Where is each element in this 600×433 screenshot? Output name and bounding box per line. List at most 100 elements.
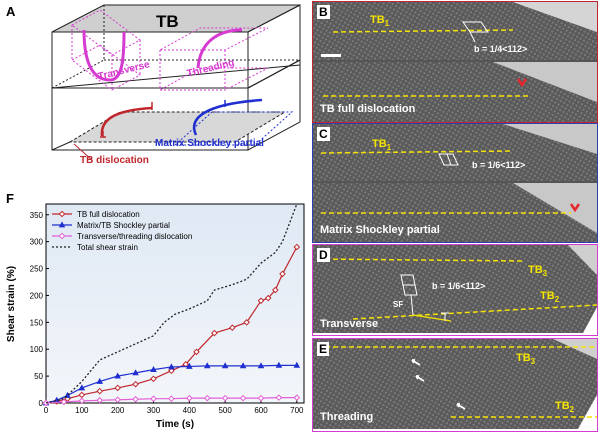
y-tick-label: 50	[34, 372, 43, 381]
data-point	[96, 377, 104, 384]
panel-b-frame	[312, 1, 598, 123]
panel-b-caption: TB full dislocation	[320, 103, 416, 115]
data-point	[257, 394, 265, 402]
chart-legend: TB full dislocation Matrix/TB Shockley pa…	[52, 210, 192, 252]
data-point	[78, 384, 86, 391]
panel-c-tb-sub: 1	[386, 143, 392, 153]
data-point	[78, 391, 86, 399]
panel-d-tb2-text: TB	[540, 290, 555, 302]
y-tick-label: 250	[30, 265, 44, 274]
panel-d-tb2: TB2	[540, 290, 559, 304]
panel-e-tb2: TB2	[555, 400, 574, 414]
series-line	[45, 203, 298, 404]
data-point	[211, 329, 218, 337]
data-point	[203, 394, 211, 402]
x-tick-label: 400	[183, 406, 197, 415]
data-point	[114, 384, 121, 392]
data-point	[257, 362, 265, 369]
shear-strain-chart: 0 100 200 300 400 500 600 700 0 50 100 150 200 250 300…	[6, 203, 305, 430]
panel-e-tb3-sub: 3	[530, 357, 536, 367]
x-axis-label: Time (s)	[156, 419, 194, 430]
data-point	[275, 394, 283, 401]
data-point	[96, 397, 104, 404]
chart-axes: 0 100 200 300 400 500 600 700 0 50 100 150 200 250 300…	[30, 211, 304, 415]
data-point	[114, 372, 121, 379]
panel-e-tb3: TB3	[516, 352, 535, 366]
y-tick-label: 0	[39, 399, 44, 408]
panel-b-burgers: b = 1/4<112>	[474, 44, 528, 54]
data-point	[132, 395, 139, 403]
x-tick-label: 500	[218, 406, 232, 415]
threading-plane-lower	[159, 67, 269, 91]
panel-f-label: F	[6, 191, 14, 206]
data-point	[78, 397, 86, 405]
data-point	[239, 362, 247, 369]
panel-c-label: C	[317, 127, 330, 141]
x-tick-label: 300	[147, 406, 161, 415]
data-point	[193, 348, 200, 356]
panel-e-caption: Threading	[320, 411, 374, 423]
series-0	[42, 243, 301, 407]
data-point	[60, 398, 68, 406]
panel-d-tb2-sub: 2	[554, 295, 560, 305]
panel-b-bottom-image	[313, 62, 597, 122]
data-point	[132, 380, 139, 388]
data-point	[186, 394, 193, 402]
y-tick-label: 100	[30, 345, 44, 354]
panel-b-tb-sub: 1	[384, 19, 390, 29]
panel-d-tb3-text: TB	[528, 264, 543, 276]
data-point	[186, 362, 193, 369]
data-point	[257, 297, 265, 305]
data-point	[132, 369, 139, 376]
panel-c-top-image	[313, 124, 597, 181]
panel-d-tb3: TB3	[528, 264, 547, 278]
data-point	[168, 367, 175, 375]
x-tick-label: 100	[75, 406, 89, 415]
y-tick-label: 300	[30, 238, 44, 247]
panel-e-tb2-sub: 2	[569, 405, 575, 415]
x-tick-label: 200	[111, 406, 125, 415]
data-point	[293, 243, 301, 251]
legend-entry: Transverse/threading dislocation	[77, 232, 192, 241]
data-point	[272, 286, 279, 294]
tb-dislocation-label: TB dislocation	[80, 155, 149, 166]
data-point	[221, 394, 229, 402]
panel-b-label: B	[317, 5, 330, 19]
y-tick-label: 150	[30, 318, 44, 327]
data-point	[275, 361, 283, 368]
lower-tb-plane	[68, 111, 287, 143]
threading-plane	[159, 27, 269, 51]
panel-b-tb-text: TB	[370, 14, 385, 26]
x-tick-label: 700	[290, 406, 304, 415]
legend-marker	[58, 210, 66, 218]
panel-e-tb2-text: TB	[555, 400, 570, 412]
panel-c-tb-text: TB	[372, 138, 387, 150]
data-point	[293, 361, 301, 368]
series-3	[45, 203, 298, 404]
panel-c-tb1: TB1	[372, 138, 391, 152]
panel-e-frame	[312, 338, 598, 432]
x-tick-label: 0	[44, 406, 49, 415]
data-point	[150, 395, 157, 403]
series-2	[42, 394, 301, 407]
matrix-partial-line	[193, 98, 263, 136]
chart-series	[42, 203, 301, 407]
data-point	[229, 324, 236, 332]
y-tick-label: 350	[30, 211, 44, 220]
panel-b-tb1: TB1	[370, 14, 389, 28]
data-point	[279, 270, 286, 278]
panel-b-top-image	[313, 2, 597, 60]
data-point	[96, 387, 104, 395]
data-point	[168, 363, 175, 370]
legend-marker	[58, 221, 66, 228]
panel-d-frame	[312, 244, 598, 336]
series-line	[45, 364, 297, 404]
panel-e-label: E	[317, 342, 330, 356]
data-point	[243, 319, 250, 326]
threading-dislocation-line	[196, 28, 243, 69]
panel-c-burgers: b = 1/6<112>	[472, 160, 526, 170]
panel-d-label: D	[317, 248, 330, 262]
panel-c-bottom-image	[313, 183, 597, 242]
panel-a-label: A	[6, 4, 16, 19]
panel-d-tb3-sub: 3	[542, 269, 548, 279]
